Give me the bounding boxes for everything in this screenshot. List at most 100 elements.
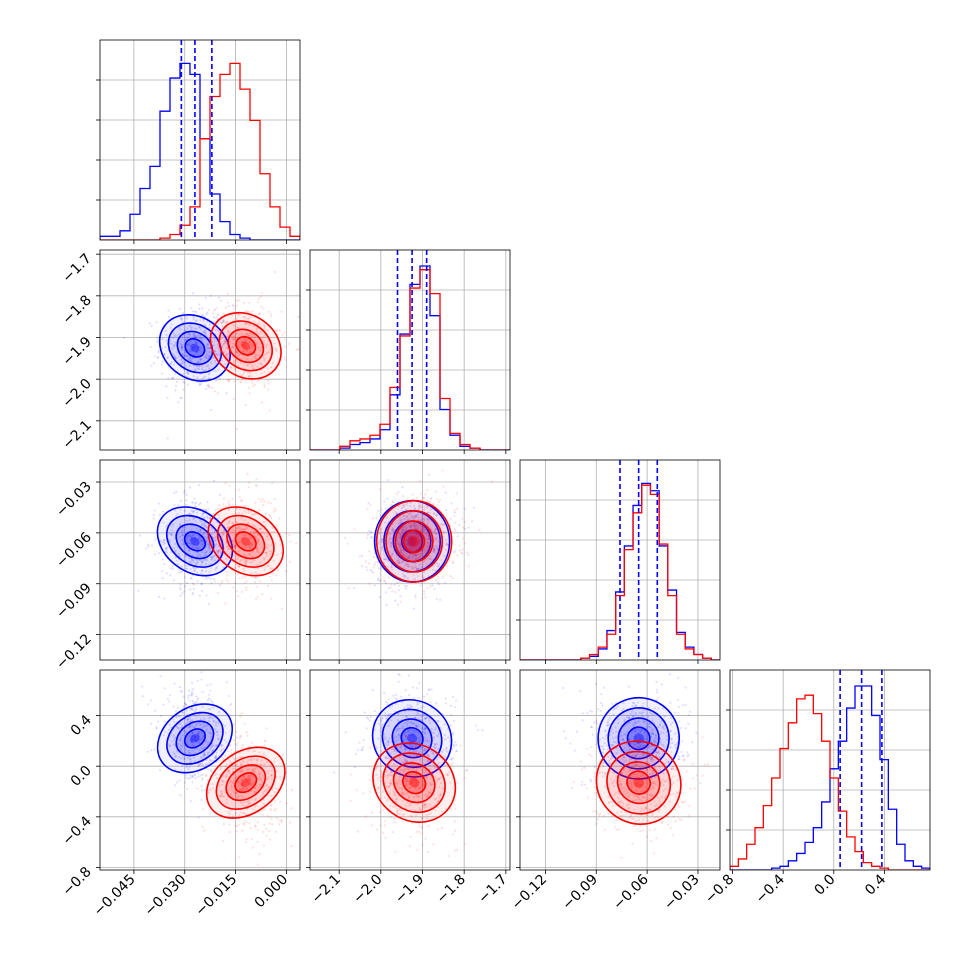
scatter-point — [205, 356, 208, 360]
panel-frame — [99, 39, 301, 241]
scatter-point — [250, 797, 253, 800]
scatter-point — [420, 726, 424, 730]
scatter-point — [224, 341, 227, 344]
scatter-point — [253, 513, 256, 516]
scatter-point — [376, 737, 380, 740]
scatter-point — [400, 791, 404, 794]
scatter-point — [203, 754, 206, 757]
scatter-point — [195, 364, 198, 367]
scatter-point — [235, 791, 238, 795]
scatter-point — [408, 522, 411, 525]
scatter-point — [404, 747, 407, 750]
scatter-point — [205, 594, 208, 597]
scatter-point — [256, 346, 259, 349]
scatter-point — [424, 493, 427, 496]
scatter-point — [220, 356, 223, 360]
scatter-point — [214, 754, 218, 758]
scatter-point — [417, 696, 420, 699]
scatter-point — [379, 779, 382, 783]
scatter-point — [257, 549, 260, 552]
scatter-point — [198, 738, 201, 741]
scatter-point — [189, 560, 193, 564]
scatter-point — [155, 726, 158, 729]
scatter-point — [192, 511, 195, 514]
scatter-point — [622, 738, 625, 741]
scatter-point — [215, 724, 218, 727]
scatter-point — [167, 315, 170, 319]
scatter-point — [436, 735, 439, 738]
scatter-point — [219, 795, 222, 798]
contour-line — [372, 742, 457, 823]
scatter-point — [270, 315, 273, 318]
scatter-point — [222, 312, 225, 315]
scatter-point — [233, 335, 236, 338]
scatter-point — [432, 512, 436, 515]
scatter-point — [415, 536, 418, 539]
scatter-point — [255, 759, 259, 762]
scatter-point — [181, 744, 184, 747]
scatter-point — [261, 780, 264, 784]
scatter-point — [209, 728, 213, 731]
scatter-point — [241, 760, 245, 763]
scatter-point — [203, 523, 206, 526]
scatter-point — [186, 581, 189, 585]
scatter-point — [426, 541, 429, 544]
scatter-point — [206, 501, 209, 504]
scatter-point — [165, 334, 168, 337]
scatter-point — [253, 321, 257, 324]
scatter-point — [206, 763, 209, 766]
scatter-point — [243, 575, 247, 579]
scatter-point — [411, 728, 414, 731]
scatter-point — [423, 728, 426, 731]
scatter-point — [242, 362, 245, 365]
scatter-point — [416, 795, 419, 798]
scatter-point — [228, 813, 231, 816]
scatter-point — [426, 850, 430, 854]
scatter-point — [235, 528, 238, 531]
scatter-point — [414, 716, 417, 720]
scatter-point — [433, 529, 436, 533]
scatter-point — [146, 543, 150, 546]
scatter-point — [256, 533, 260, 536]
scatter-point — [236, 351, 239, 355]
scatter-point — [392, 739, 395, 742]
scatter-point — [241, 829, 244, 832]
scatter-point — [419, 519, 423, 522]
scatter-point — [423, 749, 426, 752]
scatter-point — [249, 372, 252, 375]
scatter-point — [273, 342, 276, 345]
scatter-point — [254, 535, 257, 538]
scatter-point — [264, 542, 268, 546]
scatter-point — [243, 582, 246, 585]
scatter-point — [241, 512, 244, 515]
scatter-point — [275, 553, 278, 556]
scatter-point — [240, 794, 243, 797]
scatter-point — [193, 735, 196, 738]
scatter-point — [192, 587, 195, 591]
scatter-point — [183, 702, 187, 705]
scatter-point — [185, 703, 188, 707]
scatter-point — [233, 529, 237, 532]
scatter-point — [461, 548, 464, 551]
scatter-point — [394, 599, 397, 602]
scatter-point — [203, 535, 207, 538]
scatter-point — [242, 822, 245, 825]
scatter-point — [403, 733, 406, 736]
scatter-point — [223, 339, 226, 342]
scatter-point — [407, 563, 410, 566]
scatter-point — [422, 528, 426, 532]
scatter-point — [408, 538, 412, 541]
scatter-point — [395, 729, 398, 732]
scatter-point — [274, 347, 277, 350]
scatter-point — [458, 544, 461, 547]
scatter-point — [431, 568, 434, 572]
scatter-point — [443, 554, 446, 557]
scatter-point — [183, 757, 186, 760]
scatter-point — [259, 527, 262, 531]
scatter-point — [199, 359, 202, 362]
scatter-point — [258, 361, 261, 364]
scatter-point — [389, 752, 392, 755]
scatter-point — [389, 541, 392, 544]
scatter-point — [394, 794, 397, 797]
scatter-point — [429, 557, 432, 560]
